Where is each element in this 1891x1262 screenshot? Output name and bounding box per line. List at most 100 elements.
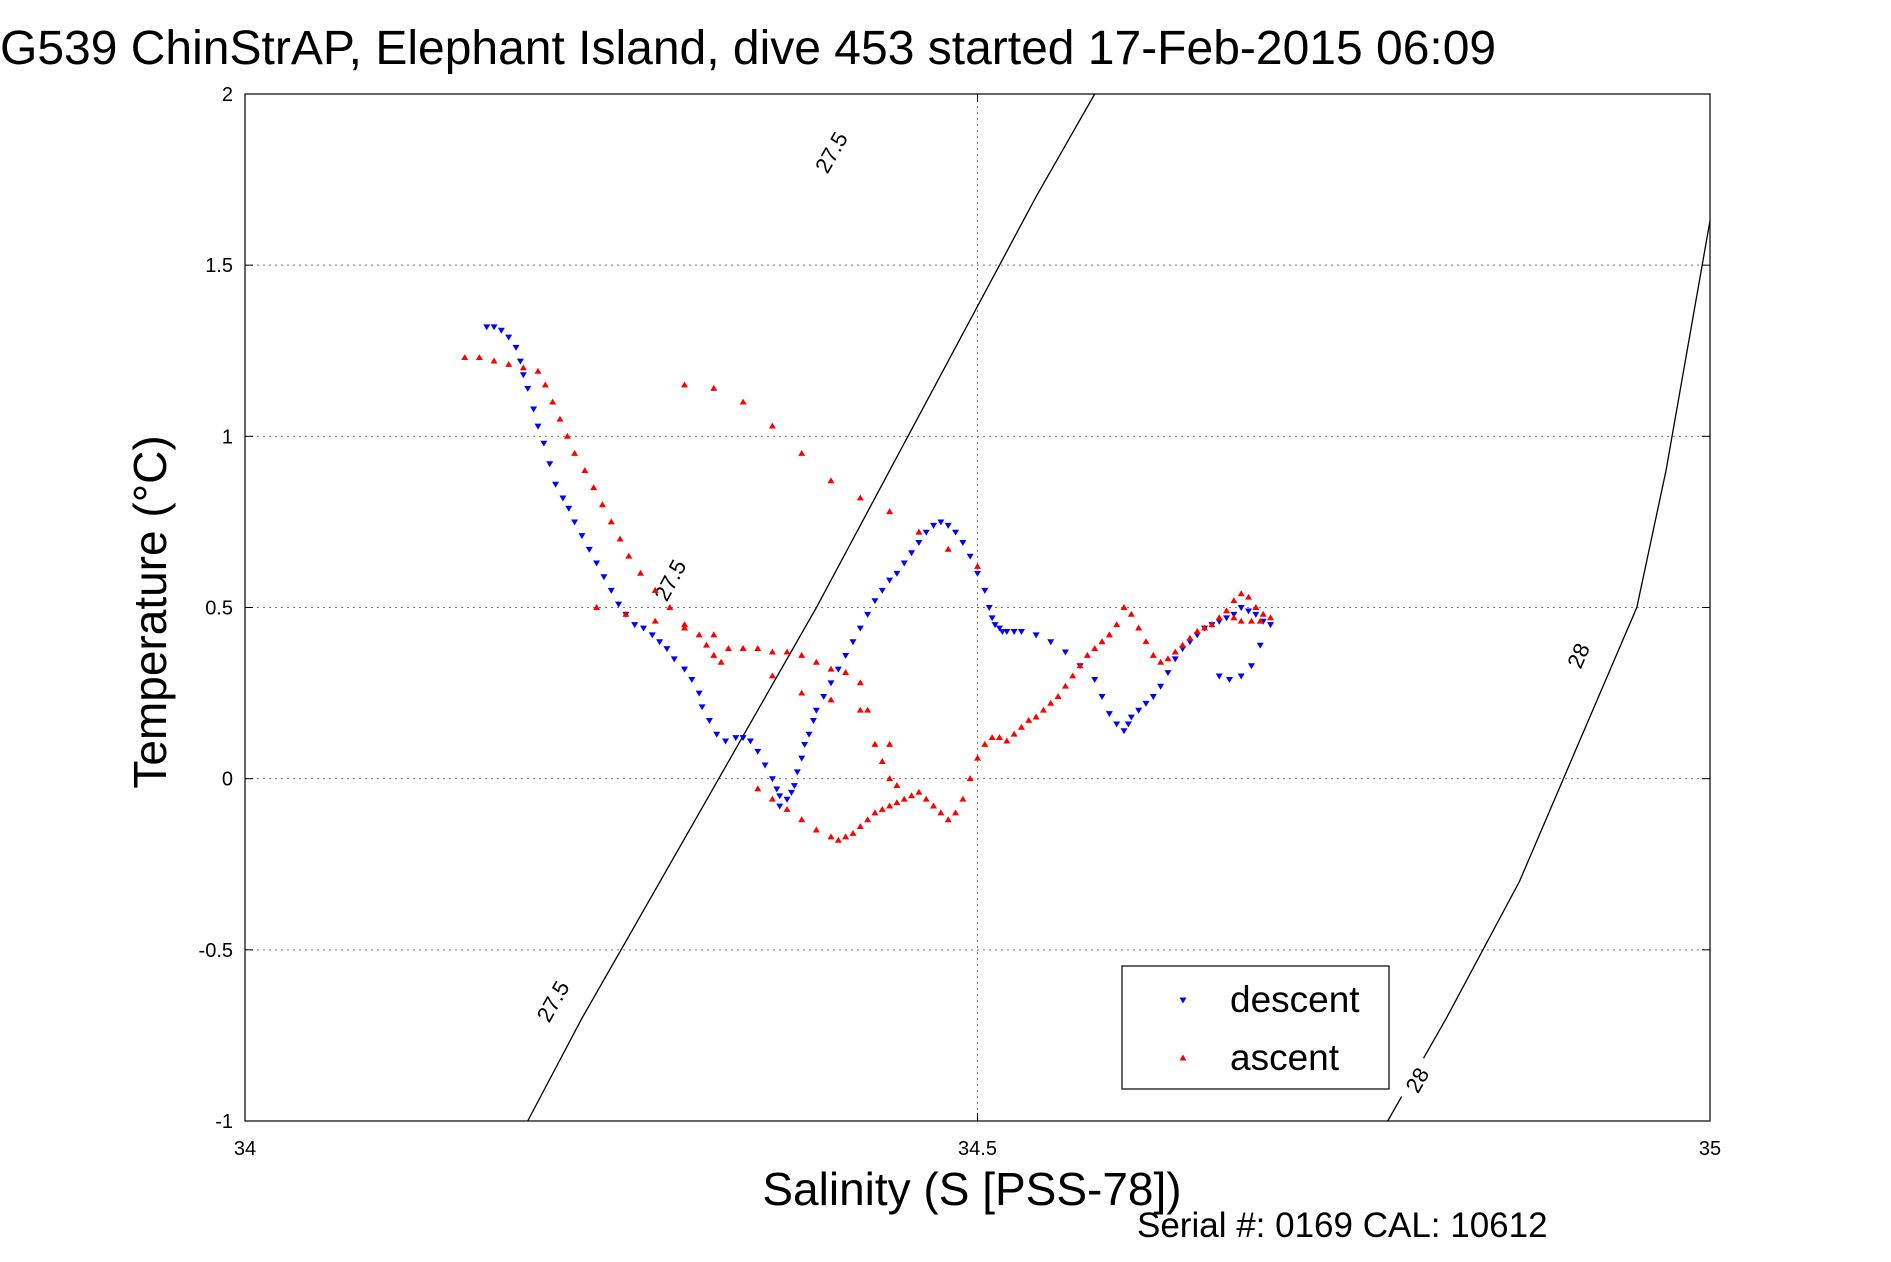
- ascent-point: [1105, 631, 1113, 638]
- ascent-point: [1149, 651, 1157, 658]
- ascent-point: [1113, 621, 1121, 628]
- ascent-point: [886, 740, 894, 747]
- y-tick-label: -0.5: [199, 940, 233, 962]
- ascent-point: [1091, 645, 1099, 652]
- descent-point: [787, 789, 795, 796]
- ascent-point: [1267, 614, 1274, 621]
- descent-point: [1032, 632, 1040, 639]
- ascent-point: [944, 545, 952, 552]
- ascent-point: [754, 645, 762, 652]
- ascent-point: [681, 381, 688, 388]
- descent-point: [585, 546, 593, 553]
- descent-point: [1164, 670, 1172, 677]
- ascent-point: [886, 775, 894, 782]
- y-tick-label: 0.5: [205, 598, 233, 620]
- ascent-point: [1017, 723, 1025, 730]
- ascent-point: [900, 795, 908, 802]
- descent-point: [1135, 707, 1143, 714]
- descent-point: [1237, 605, 1245, 611]
- x-tick-label: 34: [234, 1138, 256, 1160]
- descent-point: [1186, 639, 1194, 646]
- ascent-point: [783, 648, 791, 655]
- ascent-point: [886, 802, 894, 809]
- descent-point: [776, 803, 784, 810]
- contour-label-bg: [807, 126, 855, 179]
- descent-point: [974, 570, 981, 577]
- x-axis-ticks: 34 34.5 35: [234, 94, 1721, 1160]
- ascent-point: [1164, 655, 1172, 662]
- ascent-point: [598, 501, 606, 508]
- ascent-point: [1247, 617, 1255, 624]
- descent-point: [776, 793, 784, 800]
- ascent-point: [915, 528, 923, 535]
- ascent-point: [717, 658, 725, 665]
- descent-point: [1091, 676, 1099, 683]
- descent-point: [656, 639, 664, 646]
- ascent-point: [995, 734, 1003, 741]
- ascent-point: [571, 449, 579, 456]
- descent-point: [1061, 649, 1069, 656]
- descent-point: [1256, 642, 1264, 649]
- ascent-point: [1256, 617, 1264, 624]
- ascent-point: [1069, 672, 1077, 679]
- ascent-point: [1135, 624, 1143, 631]
- y-tick-label: 1.5: [205, 255, 233, 277]
- ascent-point: [886, 508, 894, 515]
- descent-point: [930, 522, 938, 529]
- descent-point: [695, 690, 703, 697]
- ascent-point: [798, 816, 806, 823]
- legend-box: [1121, 965, 1390, 1090]
- descent-point: [1003, 629, 1011, 635]
- ascent-point: [988, 734, 996, 741]
- ascent-point: [768, 795, 776, 802]
- descent-point: [1215, 673, 1223, 680]
- descent-point: [1252, 611, 1260, 618]
- descent-point: [639, 625, 647, 632]
- descent-point: [663, 646, 671, 653]
- descent-point: [754, 748, 762, 755]
- descent-point: [607, 587, 615, 594]
- ascent-point: [1054, 693, 1062, 699]
- contour-label-bg: [1556, 629, 1600, 682]
- ascent-point: [974, 754, 981, 761]
- descent-point: [519, 372, 527, 379]
- legend-label-descent: descent: [1230, 979, 1360, 1020]
- ascent-point: [593, 604, 601, 610]
- ascent-point: [768, 648, 776, 655]
- ascent-point: [974, 562, 981, 569]
- density-contour-28: [1387, 220, 1711, 1122]
- descent-point: [959, 540, 967, 546]
- contour-label-bg: [647, 554, 693, 607]
- contour-label-bg: [529, 975, 576, 1028]
- descent-point: [648, 632, 656, 639]
- descent-point: [1098, 694, 1106, 701]
- descent-point: [871, 598, 879, 605]
- ascent-point: [1127, 610, 1135, 617]
- descent-point: [1047, 639, 1055, 646]
- ascent-point: [1230, 597, 1238, 604]
- ascent-point: [581, 467, 589, 474]
- ascent-point: [842, 833, 850, 840]
- descent-point: [1113, 721, 1121, 728]
- descent-point: [497, 327, 505, 334]
- ascent-point: [710, 384, 718, 391]
- ascent-point: [710, 651, 718, 658]
- descent-point: [534, 423, 542, 430]
- ascent-point: [908, 792, 916, 799]
- legend: descent ascent: [1121, 965, 1390, 1090]
- descent-point: [483, 324, 491, 331]
- ascent-point: [754, 785, 762, 792]
- descent-point: [505, 334, 513, 341]
- ascent-point: [1230, 614, 1238, 621]
- legend-marker-descent: [1179, 997, 1187, 1004]
- ascent-point: [930, 802, 938, 809]
- ascent-point: [878, 758, 886, 764]
- descent-point: [705, 718, 713, 724]
- ascent-point: [1208, 621, 1216, 628]
- descent-point: [732, 735, 740, 742]
- legend-marker-ascent: [1179, 1054, 1187, 1061]
- descent-point: [985, 605, 993, 611]
- ascent-point: [490, 357, 498, 364]
- ascent-point: [549, 398, 557, 405]
